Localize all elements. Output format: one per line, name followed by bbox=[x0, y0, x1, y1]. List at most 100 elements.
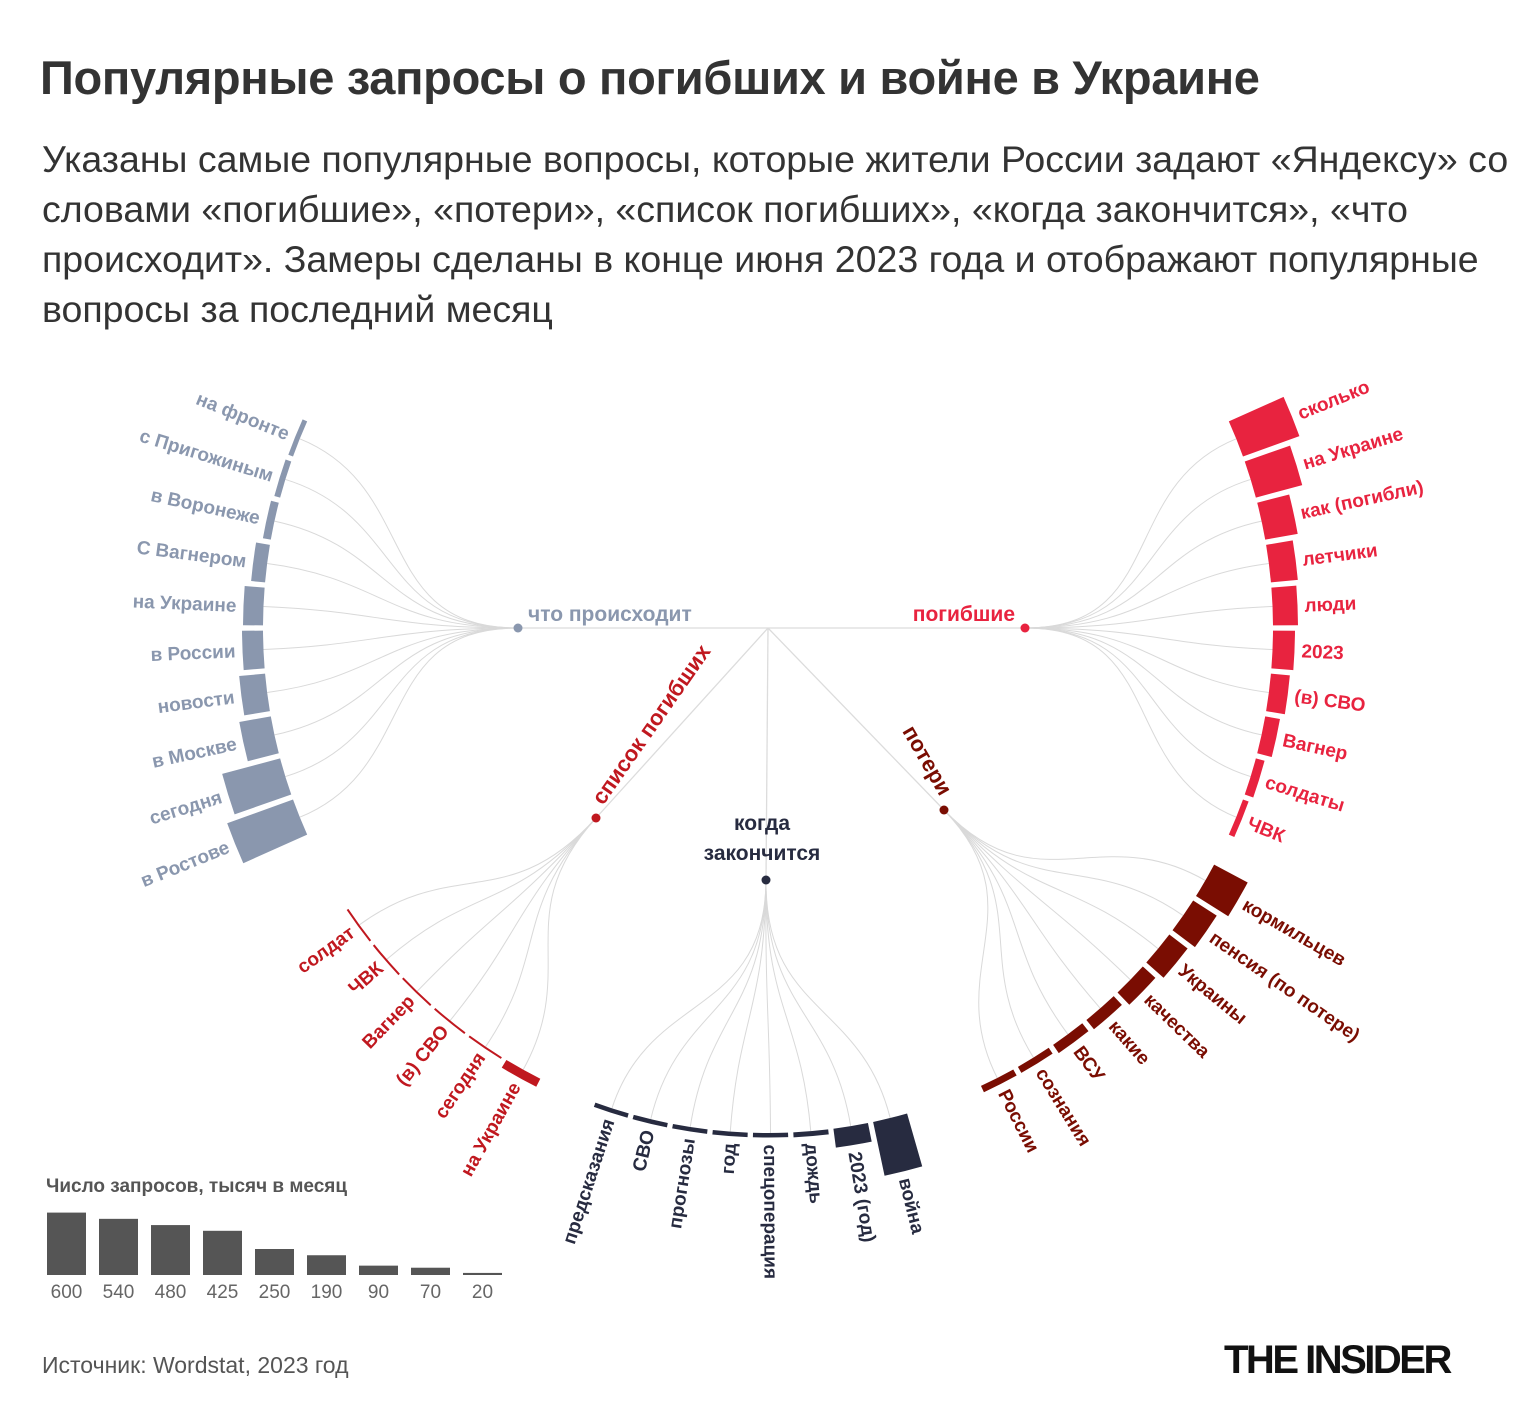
the-insider-logo: THE INSIDER bbox=[1224, 1338, 1452, 1382]
link-curve bbox=[274, 520, 519, 629]
bar bbox=[402, 977, 432, 1006]
bar-label: год bbox=[718, 1142, 741, 1175]
link-curve bbox=[943, 809, 1184, 917]
link-curve bbox=[267, 563, 519, 629]
bar-label: ВСУ bbox=[1069, 1042, 1109, 1085]
link-curve bbox=[943, 809, 1206, 881]
bar bbox=[1271, 630, 1295, 671]
link-curve bbox=[943, 809, 1159, 950]
group-label: когда закончится bbox=[704, 812, 821, 865]
legend-bar bbox=[151, 1225, 190, 1275]
bar-label: СВО bbox=[629, 1128, 659, 1173]
bar-label: дождь bbox=[800, 1142, 826, 1204]
bar-label: на Украине bbox=[132, 592, 237, 617]
bar-label: 2023 (год) bbox=[843, 1150, 879, 1243]
link-curve bbox=[285, 627, 519, 778]
bar bbox=[262, 500, 279, 540]
bar bbox=[468, 1035, 502, 1059]
bar bbox=[1244, 758, 1265, 798]
legend-bar bbox=[99, 1218, 138, 1275]
link-curve bbox=[1024, 438, 1237, 629]
hub-dot bbox=[1020, 623, 1030, 633]
legend-bar bbox=[47, 1212, 86, 1275]
group-label: список погибших bbox=[587, 639, 716, 809]
link-curve bbox=[299, 438, 519, 629]
link-curve bbox=[1024, 520, 1262, 629]
legend-value: 425 bbox=[207, 1282, 239, 1303]
link-curve bbox=[1024, 627, 1262, 736]
page-subtitle: Указаны самые популярные вопросы, которы… bbox=[42, 138, 1509, 330]
link-curve bbox=[765, 879, 812, 1132]
bar-label: солдаты bbox=[1263, 772, 1347, 816]
hub-dot bbox=[761, 875, 771, 885]
link-curve bbox=[274, 627, 519, 736]
bar bbox=[239, 673, 270, 716]
bar bbox=[1172, 900, 1217, 948]
trunk-line bbox=[767, 627, 945, 811]
bar bbox=[1228, 396, 1300, 457]
hubs-layer: что происходит погибшие список погибших пот… bbox=[513, 603, 1030, 885]
bar bbox=[593, 1102, 629, 1118]
bar-label: пенсия (по потере) bbox=[1205, 928, 1363, 1047]
link-curve bbox=[1024, 627, 1273, 651]
group-label: что происходит bbox=[528, 603, 692, 626]
legend-bar bbox=[463, 1272, 502, 1275]
bar-label: в Москве bbox=[150, 734, 239, 773]
link-curve bbox=[1024, 563, 1269, 629]
group-label-line: закончится bbox=[704, 842, 821, 865]
legend-title: Число запросов, тысяч в месяц bbox=[46, 1176, 348, 1197]
group-label: погибшие bbox=[913, 603, 1015, 626]
bar bbox=[251, 542, 270, 583]
bar-label: ЧВК bbox=[345, 958, 388, 999]
bar-label: летчики bbox=[1301, 540, 1378, 570]
source-note: Источник: Wordstat, 2023 год bbox=[42, 1352, 349, 1378]
bar bbox=[1146, 934, 1188, 978]
bar bbox=[222, 758, 292, 815]
bar bbox=[873, 1113, 923, 1176]
bar bbox=[274, 459, 292, 498]
bar-label: на фронте bbox=[193, 389, 292, 445]
trunk-line bbox=[595, 627, 769, 819]
bar-label: в Воронеже bbox=[149, 485, 262, 529]
bar bbox=[1086, 996, 1122, 1030]
legend-bars: 600 540 480 425 250 190 90 70 20 bbox=[47, 1212, 502, 1303]
links-layer bbox=[263, 438, 1273, 1133]
bar-label: солдат bbox=[294, 923, 359, 979]
bar bbox=[1195, 864, 1248, 917]
bar-label: спецоперация bbox=[759, 1144, 781, 1279]
bar bbox=[1017, 1047, 1053, 1073]
link-curve bbox=[359, 817, 597, 926]
link-curve bbox=[943, 809, 998, 1079]
bar-label: сегодня bbox=[147, 787, 225, 829]
legend-bar bbox=[255, 1249, 294, 1275]
link-curve bbox=[386, 817, 597, 960]
bar-label: в России bbox=[150, 641, 236, 666]
bar-label: (в) СВО bbox=[1293, 687, 1366, 717]
legend-bar bbox=[359, 1265, 398, 1275]
bar-label: Вагнер bbox=[358, 991, 419, 1053]
legend-value: 190 bbox=[311, 1282, 343, 1303]
bars-layer bbox=[222, 396, 1303, 1176]
link-curve bbox=[485, 817, 597, 1047]
link-curve bbox=[522, 817, 597, 1070]
bar bbox=[239, 716, 279, 762]
bar-label: в Ростове bbox=[138, 837, 233, 892]
link-curve bbox=[1024, 627, 1237, 818]
hub-dot bbox=[513, 623, 523, 633]
bar-label: с Пригожиным bbox=[137, 426, 276, 487]
bar bbox=[1053, 1023, 1089, 1054]
bar-label: какие bbox=[1104, 1016, 1154, 1069]
bar-label: сегодня bbox=[431, 1049, 490, 1123]
link-curve bbox=[299, 627, 519, 818]
bar bbox=[1266, 673, 1290, 715]
bar-label: России bbox=[993, 1086, 1043, 1156]
hub-dot bbox=[591, 813, 601, 823]
link-curve bbox=[943, 809, 1131, 981]
link-curve bbox=[1024, 478, 1251, 629]
bar bbox=[227, 799, 308, 864]
legend-value: 90 bbox=[368, 1282, 389, 1303]
trunk-line bbox=[765, 627, 769, 881]
bar bbox=[288, 419, 308, 457]
link-curve bbox=[650, 879, 767, 1120]
link-curve bbox=[765, 879, 852, 1127]
